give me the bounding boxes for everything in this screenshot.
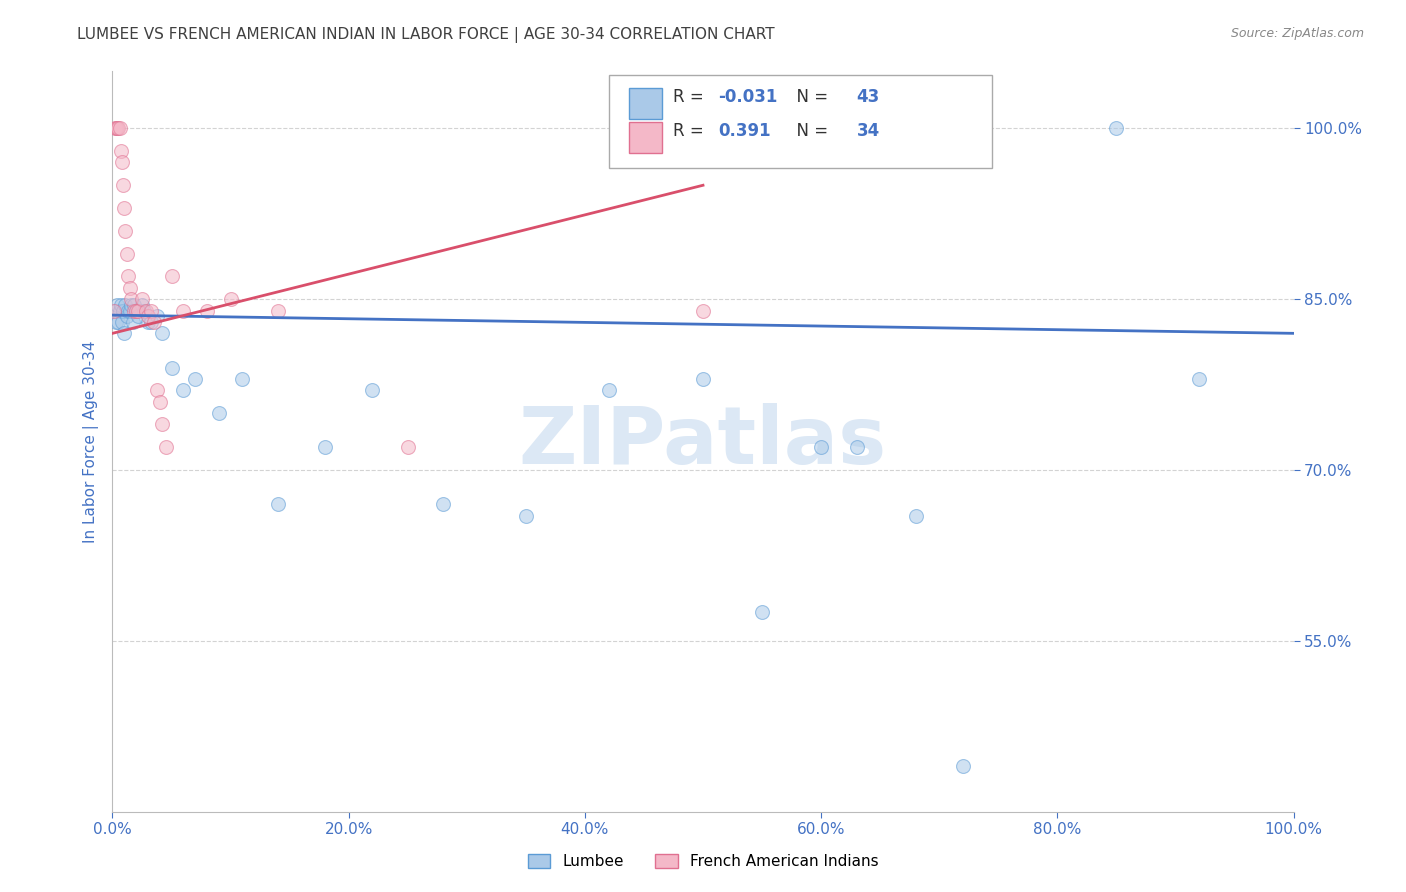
- Point: [111, 155, 134, 169]
- Point: [115, 310, 138, 324]
- Point: [267, 303, 290, 318]
- Point: [112, 303, 135, 318]
- Point: [112, 326, 135, 341]
- Point: [112, 178, 135, 193]
- Point: [120, 281, 142, 295]
- Legend: Lumbee, French American Indians: Lumbee, French American Indians: [522, 848, 884, 875]
- Point: [107, 121, 129, 136]
- FancyBboxPatch shape: [609, 75, 993, 168]
- Point: [267, 497, 290, 511]
- Point: [120, 303, 142, 318]
- Text: N =: N =: [786, 88, 832, 106]
- Point: [117, 269, 139, 284]
- Point: [125, 303, 148, 318]
- Point: [692, 372, 714, 386]
- Point: [114, 298, 136, 312]
- Point: [598, 384, 620, 398]
- Point: [155, 440, 177, 454]
- Point: [122, 298, 145, 312]
- Text: 43: 43: [856, 88, 880, 106]
- Text: R =: R =: [673, 121, 714, 140]
- Point: [751, 606, 773, 620]
- Point: [120, 298, 142, 312]
- Point: [904, 508, 927, 523]
- Text: R =: R =: [673, 88, 710, 106]
- Point: [120, 292, 142, 306]
- Point: [131, 292, 153, 306]
- Text: N =: N =: [786, 121, 832, 140]
- Point: [172, 384, 194, 398]
- Point: [110, 298, 132, 312]
- Y-axis label: In Labor Force | Age 30-34: In Labor Force | Age 30-34: [83, 340, 98, 543]
- Point: [127, 310, 149, 324]
- Point: [141, 315, 163, 329]
- Text: ZIPatlas: ZIPatlas: [519, 402, 887, 481]
- Point: [146, 384, 169, 398]
- Point: [104, 121, 127, 136]
- Point: [135, 303, 157, 318]
- Point: [195, 303, 218, 318]
- Point: [136, 315, 159, 329]
- Point: [105, 121, 128, 136]
- Point: [150, 326, 173, 341]
- Text: -0.031: -0.031: [718, 88, 778, 106]
- Point: [219, 292, 242, 306]
- Point: [845, 440, 868, 454]
- FancyBboxPatch shape: [628, 88, 662, 120]
- Point: [121, 315, 143, 329]
- Text: 34: 34: [856, 121, 880, 140]
- Point: [136, 310, 159, 324]
- Point: [314, 440, 336, 454]
- Point: [122, 303, 145, 318]
- Point: [432, 497, 454, 511]
- Point: [231, 372, 253, 386]
- Point: [172, 303, 194, 318]
- Point: [141, 303, 163, 318]
- Point: [127, 303, 149, 318]
- Point: [160, 360, 183, 375]
- Point: [361, 384, 384, 398]
- Point: [112, 201, 135, 215]
- Point: [131, 298, 153, 312]
- Point: [108, 121, 131, 136]
- Point: [146, 310, 169, 324]
- Point: [125, 303, 148, 318]
- Point: [1188, 372, 1211, 386]
- Point: [103, 303, 125, 318]
- Point: [105, 298, 128, 312]
- Point: [108, 303, 131, 318]
- Point: [150, 417, 173, 432]
- Point: [142, 315, 165, 329]
- FancyBboxPatch shape: [628, 121, 662, 153]
- Point: [149, 394, 172, 409]
- Point: [952, 759, 974, 773]
- Point: [107, 315, 129, 329]
- Point: [396, 440, 419, 454]
- Point: [208, 406, 231, 420]
- Point: [117, 303, 139, 318]
- Point: [115, 246, 138, 260]
- Text: LUMBEE VS FRENCH AMERICAN INDIAN IN LABOR FORCE | AGE 30-34 CORRELATION CHART: LUMBEE VS FRENCH AMERICAN INDIAN IN LABO…: [77, 27, 775, 43]
- Point: [184, 372, 207, 386]
- Point: [105, 315, 128, 329]
- Point: [515, 508, 537, 523]
- Point: [1105, 121, 1128, 136]
- Text: 0.391: 0.391: [718, 121, 770, 140]
- Point: [110, 144, 132, 158]
- Point: [114, 224, 136, 238]
- Point: [104, 303, 127, 318]
- Text: Source: ZipAtlas.com: Source: ZipAtlas.com: [1230, 27, 1364, 40]
- Point: [810, 440, 832, 454]
- Point: [111, 315, 134, 329]
- Point: [692, 303, 714, 318]
- Point: [134, 303, 156, 318]
- Point: [105, 121, 128, 136]
- Point: [160, 269, 183, 284]
